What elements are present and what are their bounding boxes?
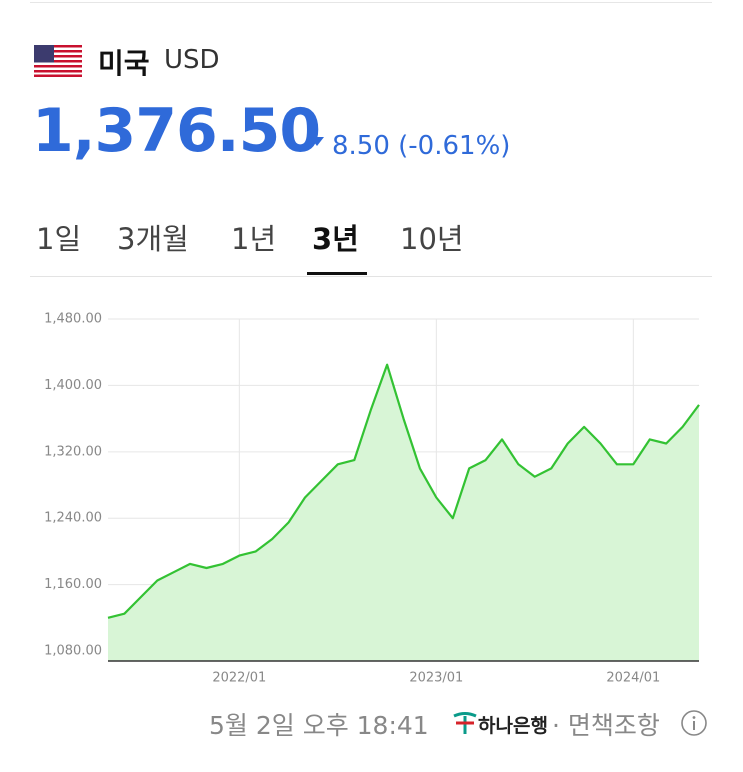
tab-indicator bbox=[307, 272, 367, 275]
tab[interactable]: 3개월 bbox=[117, 222, 189, 256]
area bbox=[108, 364, 699, 661]
y-tick-label: 1,080.00 bbox=[44, 644, 102, 659]
timestamp: 5월 2일 오후 18:41 bbox=[209, 711, 429, 740]
country: 미국 bbox=[98, 47, 150, 80]
chart: 1,080.00 1,160.00 1,240.00 1,320.00 1,400.00… bbox=[44, 312, 700, 686]
currency-code: USD bbox=[164, 45, 220, 75]
y-tick-label: 1,160.00 bbox=[44, 577, 102, 592]
flag bbox=[34, 45, 82, 77]
price: 1,376.50 bbox=[32, 96, 321, 166]
y-tick-label: 1,480.00 bbox=[44, 312, 102, 327]
y-tick-label: 1,240.00 bbox=[44, 511, 102, 526]
y-tick-label: 1,400.00 bbox=[44, 378, 102, 393]
x-tick-label: 2024/01 bbox=[606, 671, 660, 686]
bank-logo bbox=[453, 712, 477, 734]
divider bbox=[30, 276, 712, 277]
bank-name: 하나은행 bbox=[478, 715, 548, 737]
price-change: 8.50 (-0.61%) bbox=[332, 131, 511, 161]
divider bbox=[30, 2, 712, 3]
y-tick-label: 1,320.00 bbox=[44, 444, 102, 459]
tab[interactable]: 10년 bbox=[400, 222, 464, 256]
tab-selected[interactable]: 3년 bbox=[312, 222, 359, 256]
line bbox=[107, 363, 700, 619]
x-tick-label: 2022/01 bbox=[212, 671, 266, 686]
x-tick-label: 2023/01 bbox=[409, 671, 463, 686]
down-arrow bbox=[310, 137, 324, 146]
info-icon[interactable] bbox=[680, 709, 708, 737]
disclaimer[interactable]: · 면책조항 bbox=[552, 711, 660, 740]
tab[interactable]: 1일 bbox=[36, 222, 82, 256]
tab[interactable]: 1년 bbox=[231, 222, 277, 256]
